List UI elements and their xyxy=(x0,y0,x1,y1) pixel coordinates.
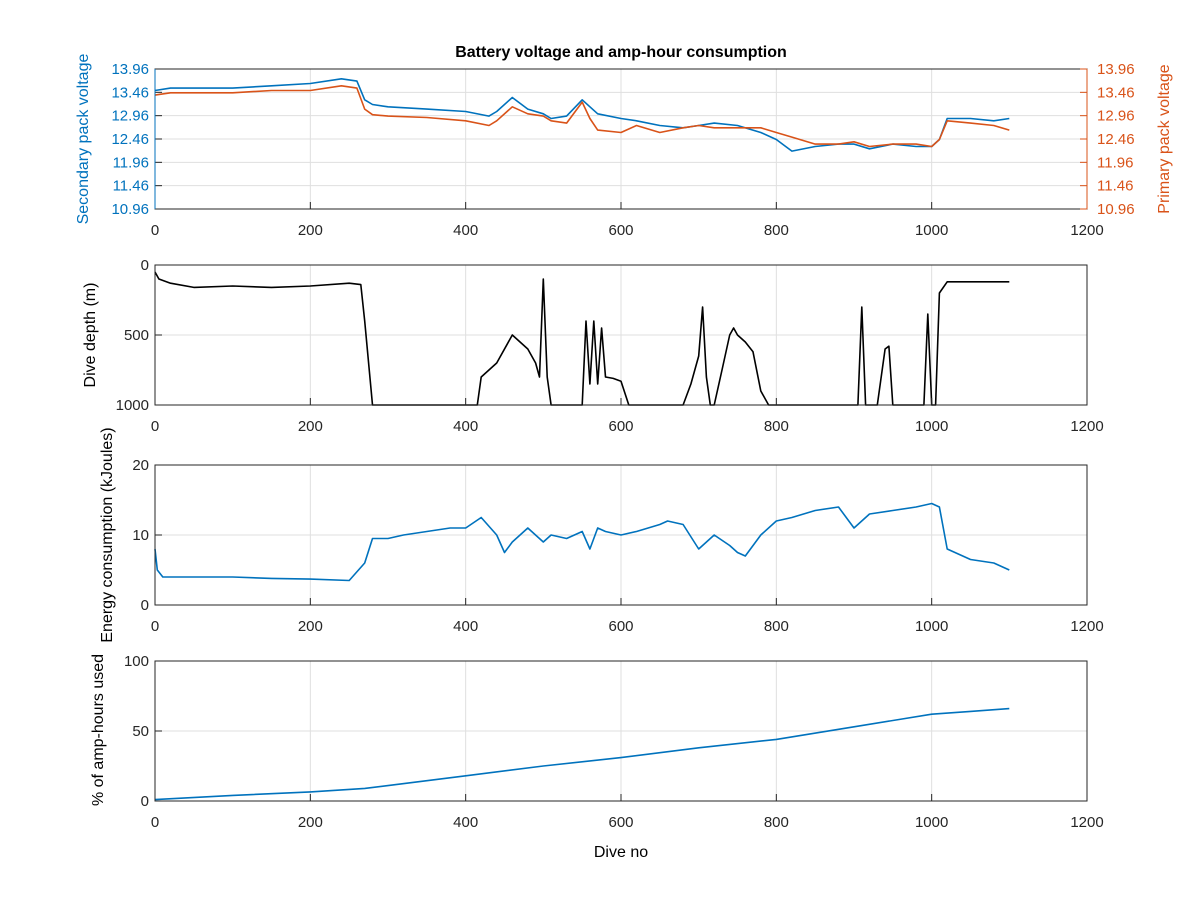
x-tick-label: 400 xyxy=(453,418,478,435)
energy-panel: 0 200 400 600 800 1000 1200 0 10 20 xyxy=(132,457,1103,635)
x-tick-label: 200 xyxy=(298,222,323,239)
y-tick-label: 11.46 xyxy=(113,178,149,195)
energy-label: Energy consumption (kJoules) xyxy=(99,427,116,642)
right-y-tick-label: 11.46 xyxy=(1097,178,1133,195)
right-y-tick-label: 13.46 xyxy=(1097,84,1135,101)
dive-depth-label: Dive depth (m) xyxy=(82,283,99,388)
x-tick-label: 600 xyxy=(608,222,633,239)
secondary-voltage-label: Secondary pack voltage xyxy=(75,54,92,225)
right-y-tick-label: 11.96 xyxy=(1097,154,1133,171)
y-tick-label: 13.46 xyxy=(111,84,149,101)
x-tick-label: 800 xyxy=(764,814,789,831)
primary-voltage-label: Primary pack voltage xyxy=(1156,64,1173,213)
y-tick-label: 1000 xyxy=(116,397,149,414)
x-tick-label: 0 xyxy=(151,618,159,635)
x-axis-label: Dive no xyxy=(594,844,648,861)
right-y-tick-label: 10.96 xyxy=(1097,201,1135,218)
y-tick-label: 500 xyxy=(124,327,149,344)
x-tick-label: 1200 xyxy=(1070,418,1103,435)
x-tick-label: 0 xyxy=(151,222,159,239)
y-tick-label: 10.96 xyxy=(111,201,149,218)
dive-depth-panel: 0 200 400 600 800 1000 1200 0 500 1000 xyxy=(116,257,1104,435)
x-tick-label: 1200 xyxy=(1070,222,1103,239)
x-tick-label: 1000 xyxy=(915,222,948,239)
x-tick-label: 600 xyxy=(608,814,633,831)
y-tick-label: 0 xyxy=(141,257,149,274)
x-tick-label: 1000 xyxy=(915,418,948,435)
series-line-main xyxy=(154,502,1010,582)
y-tick-label: 0 xyxy=(141,597,149,614)
voltage-panel: 0 200 400 600 800 1000 1200 10.96 11.46 11.96 12.4… xyxy=(111,61,1134,239)
x-tick-label: 1000 xyxy=(915,814,948,831)
y-tick-label: 50 xyxy=(132,723,149,740)
x-tick-label: 800 xyxy=(764,222,789,239)
x-tick-label: 400 xyxy=(453,222,478,239)
x-tick-label: 800 xyxy=(764,418,789,435)
y-tick-label: 12.46 xyxy=(111,131,149,148)
series-line-right xyxy=(154,85,1010,148)
right-y-tick-label: 13.96 xyxy=(1097,61,1135,78)
amp-hours-label: % of amp-hours used xyxy=(90,654,107,806)
x-tick-label: 1200 xyxy=(1070,814,1103,831)
x-tick-label: 1200 xyxy=(1070,618,1103,635)
x-tick-label: 600 xyxy=(608,418,633,435)
y-tick-label: 11.96 xyxy=(113,154,149,171)
x-tick-label: 1000 xyxy=(915,618,948,635)
x-tick-label: 200 xyxy=(298,618,323,635)
x-tick-label: 200 xyxy=(298,418,323,435)
y-tick-label: 20 xyxy=(132,457,149,474)
y-tick-label: 12.96 xyxy=(111,108,149,125)
right-y-tick-label: 12.96 xyxy=(1097,108,1135,125)
x-tick-label: 0 xyxy=(151,814,159,831)
y-tick-label: 0 xyxy=(141,793,149,810)
right-y-tick-label: 12.46 xyxy=(1097,131,1135,148)
x-tick-label: 600 xyxy=(608,618,633,635)
x-tick-label: 200 xyxy=(298,814,323,831)
series-line-main xyxy=(154,707,1010,801)
amp-hours-panel: 0 200 400 600 800 1000 1200 0 50 100 xyxy=(124,653,1104,831)
x-tick-label: 400 xyxy=(453,618,478,635)
chart-title: Battery voltage and amp-hour consumption xyxy=(455,44,787,61)
x-tick-label: 400 xyxy=(453,814,478,831)
y-tick-label: 13.96 xyxy=(111,61,149,78)
x-tick-label: 800 xyxy=(764,618,789,635)
y-tick-label: 100 xyxy=(124,653,149,670)
y-tick-label: 10 xyxy=(132,527,149,544)
x-tick-label: 0 xyxy=(151,418,159,435)
